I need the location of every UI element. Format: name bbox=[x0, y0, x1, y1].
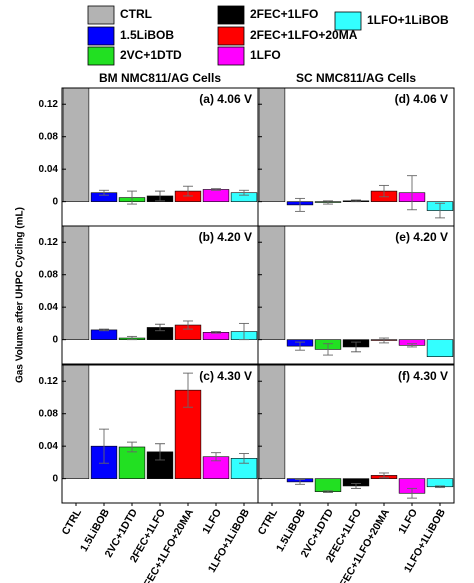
error-bar bbox=[295, 341, 305, 351]
error-bar bbox=[323, 490, 333, 493]
column-title: BM NMC811/AG Cells bbox=[99, 71, 221, 85]
panel-label: (e) 4.20 V bbox=[395, 230, 448, 244]
y-tick-label: 0 bbox=[52, 334, 58, 345]
legend-swatch bbox=[217, 46, 245, 66]
y-tick-label: 0.04 bbox=[39, 302, 59, 313]
bar bbox=[314, 478, 342, 492]
panel bbox=[258, 365, 454, 499]
error-bar bbox=[239, 453, 249, 464]
bar bbox=[202, 189, 230, 202]
bar bbox=[258, 226, 286, 340]
legend-label: CTRL bbox=[120, 7, 152, 21]
error-bar bbox=[99, 328, 109, 332]
legend-label: 1.5LiBOB bbox=[120, 28, 174, 42]
y-tick-label: 0.04 bbox=[39, 441, 59, 452]
legend-swatch bbox=[87, 26, 115, 46]
error-bar bbox=[239, 189, 249, 196]
panel-label: (c) 4.30 V bbox=[199, 369, 252, 383]
error-bar bbox=[183, 185, 193, 197]
error-bar bbox=[99, 428, 109, 464]
error-bar bbox=[295, 479, 305, 485]
bar bbox=[258, 88, 286, 202]
error-bar bbox=[211, 188, 221, 191]
panel-frame bbox=[61, 87, 259, 227]
error-bar bbox=[351, 199, 361, 203]
y-tick-label: 0.12 bbox=[39, 99, 59, 110]
panel-label: (d) 4.06 V bbox=[395, 92, 448, 106]
panel bbox=[62, 226, 258, 341]
legend-label: 1LFO bbox=[250, 48, 281, 62]
error-bar bbox=[323, 343, 333, 356]
panel-frame bbox=[257, 87, 455, 227]
legend-label: 1LFO+1LiBOB bbox=[367, 13, 449, 27]
panel-frame bbox=[257, 225, 455, 365]
error-bar bbox=[127, 190, 137, 205]
panel-label: (b) 4.20 V bbox=[199, 230, 252, 244]
column-title: SC NMC811/AG Cells bbox=[296, 71, 416, 85]
legend-label: 2VC+1DTD bbox=[120, 48, 182, 62]
error-bar bbox=[127, 441, 137, 453]
error-bar bbox=[435, 202, 445, 219]
error-bar bbox=[379, 184, 389, 198]
error-bar bbox=[379, 337, 389, 344]
error-bar bbox=[407, 487, 417, 499]
bar bbox=[62, 365, 90, 479]
error-bar bbox=[351, 483, 361, 489]
legend-swatch bbox=[217, 26, 245, 46]
bar bbox=[426, 339, 454, 357]
error-bar bbox=[435, 485, 445, 489]
error-bar bbox=[351, 341, 361, 353]
panel bbox=[62, 88, 258, 205]
y-tick-label: 0.12 bbox=[39, 237, 59, 248]
legend-label: 2FEC+1LFO+20MA bbox=[250, 28, 358, 42]
panel-frame bbox=[61, 225, 259, 365]
error-bar bbox=[407, 175, 417, 211]
y-tick-label: 0.08 bbox=[39, 269, 59, 280]
y-axis-label: Gas Volume after UHPC Cycling (mL) bbox=[15, 207, 26, 383]
panel-label: (f) 4.30 V bbox=[398, 369, 448, 383]
legend-swatch bbox=[87, 46, 115, 66]
error-bar bbox=[99, 189, 109, 196]
x-tick-label: CTRL bbox=[256, 506, 281, 537]
error-bar bbox=[155, 190, 165, 202]
error-bar bbox=[183, 320, 193, 330]
panel-frame bbox=[61, 364, 259, 504]
bar bbox=[62, 88, 90, 202]
error-bar bbox=[379, 472, 389, 479]
error-bar bbox=[211, 452, 221, 462]
error-bar bbox=[239, 322, 249, 341]
panel bbox=[258, 226, 454, 357]
y-tick-label: 0 bbox=[52, 196, 58, 207]
error-bar bbox=[323, 200, 333, 205]
bar bbox=[62, 226, 90, 340]
y-tick-label: 0.12 bbox=[39, 376, 59, 387]
legend-swatch bbox=[87, 5, 115, 25]
error-bar bbox=[211, 331, 221, 334]
x-tick-label: 1LFO bbox=[200, 507, 224, 536]
legend-swatch bbox=[334, 11, 362, 31]
y-tick-label: 0.04 bbox=[39, 164, 59, 175]
legend-swatch bbox=[217, 5, 245, 25]
panel bbox=[258, 88, 454, 219]
panel bbox=[62, 365, 258, 479]
y-tick-label: 0.08 bbox=[39, 408, 59, 419]
error-bar bbox=[155, 323, 165, 332]
bar bbox=[258, 365, 286, 479]
error-bar bbox=[155, 443, 165, 461]
y-tick-label: 0.08 bbox=[39, 131, 59, 142]
legend-label: 2FEC+1LFO bbox=[250, 7, 318, 21]
error-bar bbox=[183, 372, 193, 408]
x-tick-label: CTRL bbox=[60, 506, 85, 537]
error-bar bbox=[127, 335, 137, 341]
x-tick-label: 1LFO bbox=[396, 507, 420, 536]
panel-label: (a) 4.06 V bbox=[199, 92, 252, 106]
error-bar bbox=[407, 343, 417, 348]
y-tick-label: 0 bbox=[52, 473, 58, 484]
bar bbox=[90, 329, 118, 340]
error-bar bbox=[295, 197, 305, 212]
